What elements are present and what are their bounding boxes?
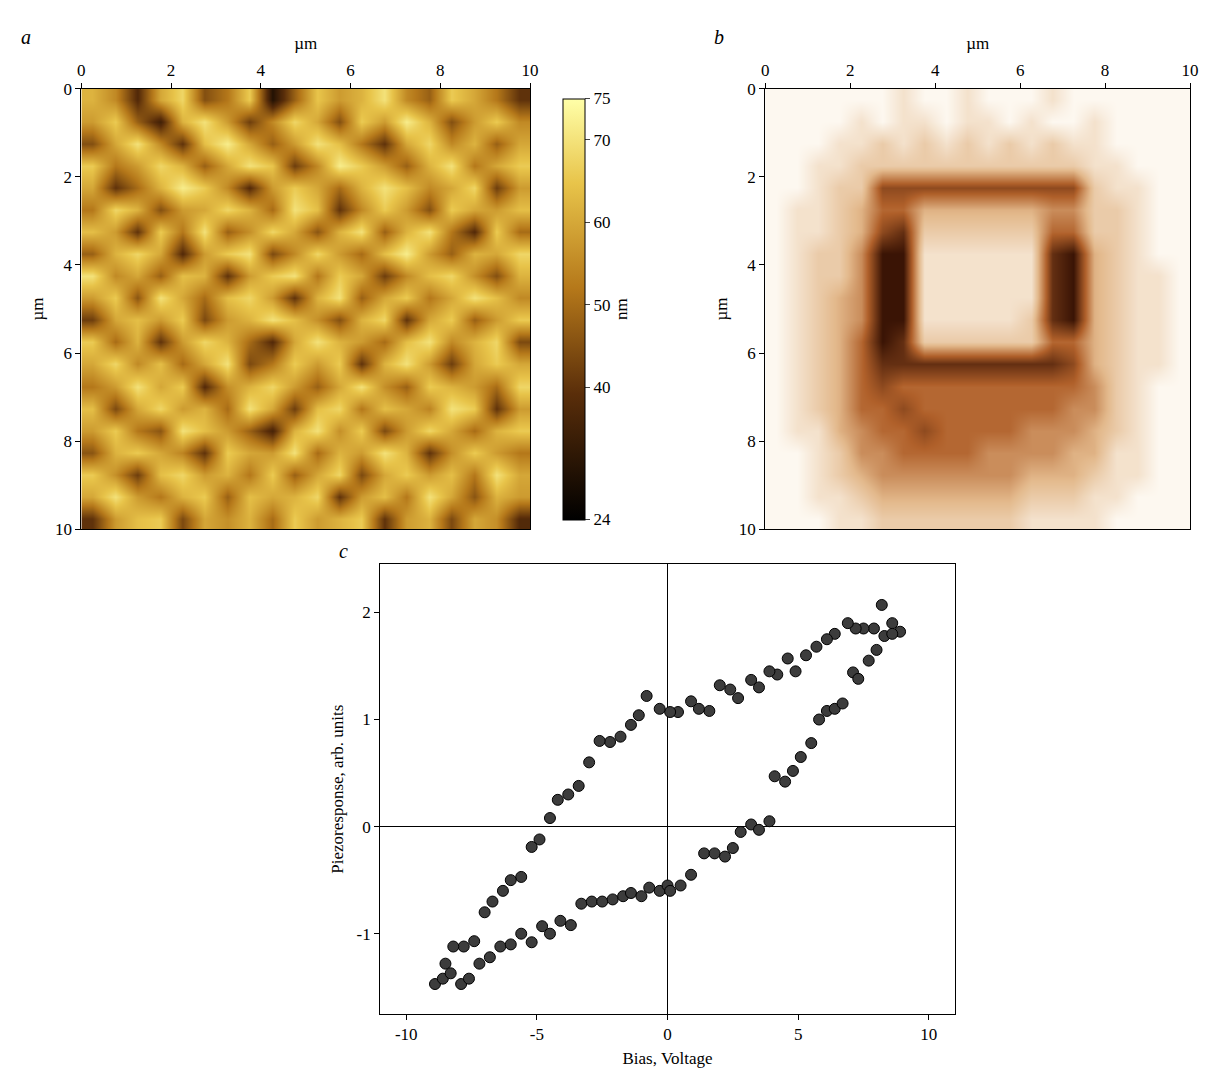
svg-text:60: 60	[593, 213, 610, 232]
svg-text:µm: µm	[712, 298, 731, 321]
svg-text:8: 8	[63, 432, 72, 451]
svg-text:2: 2	[846, 61, 855, 80]
svg-text:40: 40	[593, 378, 610, 397]
svg-text:4: 4	[257, 61, 266, 80]
svg-text:6: 6	[63, 344, 72, 363]
svg-text:4: 4	[63, 256, 72, 275]
svg-text:µm: µm	[29, 298, 48, 321]
svg-text:0: 0	[362, 818, 371, 837]
svg-text:6: 6	[346, 61, 355, 80]
svg-text:µm: µm	[966, 34, 989, 53]
svg-text:1: 1	[362, 710, 371, 729]
svg-text:0: 0	[77, 61, 86, 80]
svg-text:4: 4	[747, 256, 756, 275]
svg-text:c: c	[339, 540, 348, 562]
svg-text:2: 2	[362, 603, 371, 622]
svg-text:8: 8	[436, 61, 445, 80]
svg-text:10: 10	[55, 520, 72, 539]
svg-text:nm: nm	[612, 298, 631, 320]
svg-text:b: b	[714, 26, 724, 48]
svg-text:24: 24	[593, 510, 611, 529]
svg-text:0: 0	[761, 61, 770, 80]
svg-text:8: 8	[1101, 61, 1110, 80]
svg-text:6: 6	[1016, 61, 1025, 80]
svg-text:2: 2	[63, 168, 72, 187]
svg-text:a: a	[21, 26, 31, 48]
svg-text:0: 0	[747, 80, 756, 99]
svg-text:6: 6	[747, 344, 756, 363]
svg-text:0: 0	[63, 80, 72, 99]
svg-text:75: 75	[593, 89, 610, 108]
svg-text:-5: -5	[530, 1025, 544, 1044]
svg-text:10: 10	[920, 1025, 937, 1044]
svg-text:2: 2	[747, 168, 756, 187]
svg-text:8: 8	[747, 432, 756, 451]
svg-text:10: 10	[1182, 61, 1199, 80]
svg-text:5: 5	[794, 1025, 803, 1044]
svg-text:10: 10	[739, 520, 756, 539]
svg-text:Piezoresponse, arb. units: Piezoresponse, arb. units	[328, 705, 347, 874]
svg-text:4: 4	[931, 61, 940, 80]
svg-text:-1: -1	[357, 925, 371, 944]
svg-text:µm: µm	[294, 34, 317, 53]
svg-text:70: 70	[593, 131, 610, 150]
svg-text:10: 10	[522, 61, 539, 80]
svg-text:Bias, Voltage: Bias, Voltage	[623, 1049, 713, 1068]
svg-text:2: 2	[167, 61, 176, 80]
svg-text:-10: -10	[395, 1025, 418, 1044]
svg-text:0: 0	[663, 1025, 672, 1044]
svg-text:50: 50	[593, 296, 610, 315]
